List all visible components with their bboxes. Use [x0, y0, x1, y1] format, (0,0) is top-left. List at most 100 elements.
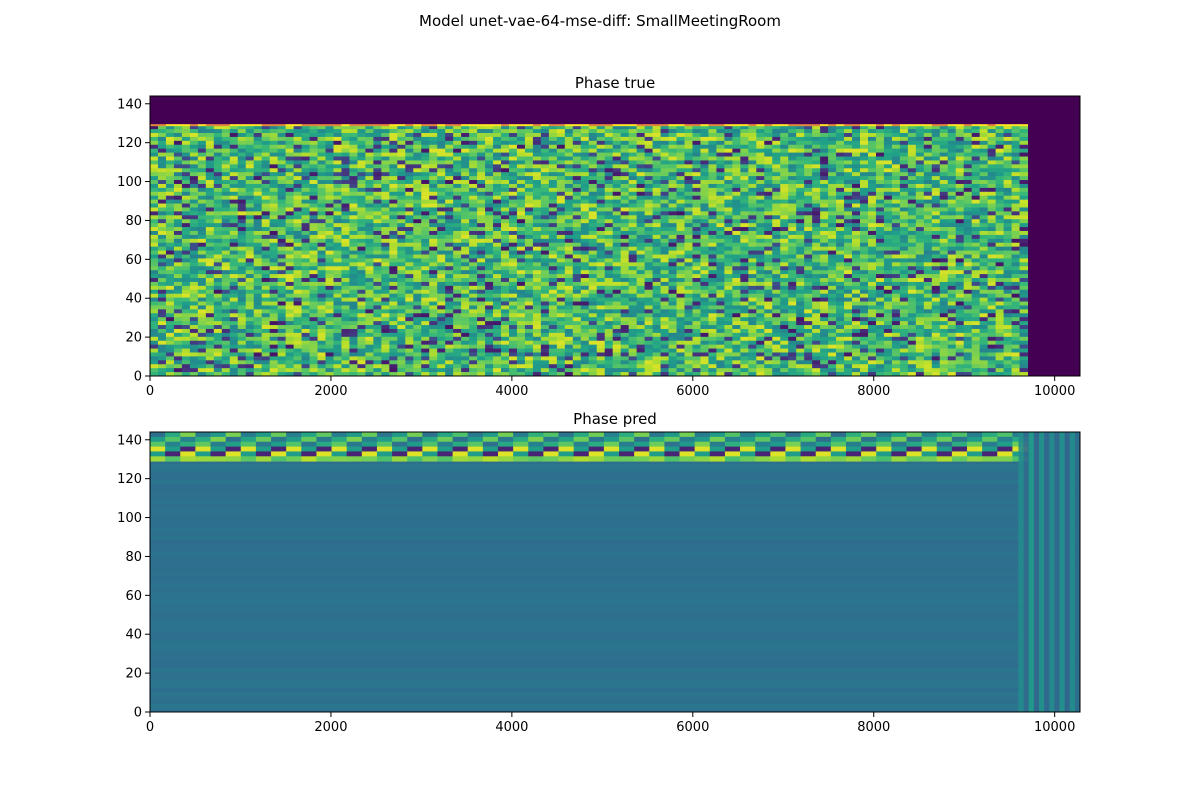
heatmap-cell — [852, 136, 861, 142]
heatmap-cell — [516, 176, 526, 181]
heatmap-cell — [237, 133, 247, 138]
heatmap-cell — [349, 215, 358, 220]
heatmap-cell — [620, 160, 630, 165]
heatmap-cell — [572, 195, 582, 201]
heatmap-cell — [437, 246, 446, 252]
heatmap-cell — [987, 234, 997, 240]
heatmap-cell — [548, 187, 558, 193]
heatmap-cell — [580, 246, 590, 252]
heatmap-cell — [963, 191, 973, 197]
heatmap-cell — [644, 191, 654, 197]
heatmap-cell — [221, 176, 231, 181]
heatmap-cell — [700, 278, 709, 283]
heatmap-cell — [844, 262, 853, 267]
heatmap-cell — [357, 183, 366, 189]
heatmap-cell — [708, 140, 717, 146]
heatmap-cell — [963, 125, 973, 130]
heatmap-cell — [700, 148, 709, 154]
heatmap-cell — [197, 223, 207, 228]
heatmap-cell — [413, 187, 422, 193]
heatmap-cell — [660, 203, 670, 208]
heatmap-cell — [660, 207, 670, 212]
heatmap-cell — [891, 211, 901, 216]
heatmap-cell — [165, 140, 175, 146]
heatmap-cell — [157, 199, 167, 205]
heatmap-cell — [213, 140, 223, 146]
heatmap-cell — [836, 176, 845, 181]
heatmap-cell — [389, 125, 398, 130]
heatmap-cell — [501, 262, 510, 267]
heatmap-cell — [572, 183, 582, 189]
heatmap-cell — [229, 133, 239, 138]
heatmap-cell — [732, 274, 741, 279]
heatmap-cell — [173, 270, 183, 275]
heatmap-cell — [556, 125, 566, 130]
heatmap-cell — [1011, 250, 1021, 255]
heatmap-cell — [660, 144, 670, 150]
heatmap-cell — [660, 289, 670, 295]
heatmap-cell — [333, 285, 342, 291]
heatmap-cell — [150, 301, 159, 306]
heatmap-cell — [820, 230, 829, 236]
heatmap-cell — [780, 211, 789, 216]
heatmap-cell — [469, 219, 478, 224]
heatmap-cell — [301, 219, 311, 224]
heatmap-cell — [437, 242, 446, 248]
heatmap-cell — [947, 148, 957, 154]
heatmap-cell — [963, 258, 973, 263]
heatmap-cell — [516, 195, 526, 201]
heatmap-cell — [461, 191, 470, 197]
heatmap-cell — [213, 266, 223, 271]
heatmap-cell — [652, 207, 662, 212]
heatmap-cell — [501, 148, 510, 154]
heatmap-cell — [652, 144, 662, 150]
heatmap-cell — [580, 250, 590, 255]
heatmap-cell — [740, 176, 749, 181]
heatmap-cell — [397, 199, 406, 205]
heatmap-cell — [732, 211, 741, 216]
heatmap-cell — [939, 266, 949, 271]
heatmap-cell — [891, 164, 901, 169]
heatmap-cell — [995, 297, 1005, 303]
heatmap-cell — [524, 219, 534, 224]
heatmap-cell — [325, 133, 334, 138]
heatmap-cell — [429, 195, 438, 201]
heatmap-cell — [556, 195, 566, 201]
heatmap-cell — [205, 230, 215, 236]
heatmap-cell — [915, 215, 925, 220]
heatmap-cell — [828, 215, 837, 220]
heatmap-cell — [405, 183, 414, 189]
heatmap-cell — [931, 176, 941, 181]
heatmap-cell — [692, 172, 701, 177]
heatmap-cell — [405, 250, 414, 255]
heatmap-cell — [421, 219, 430, 224]
heatmap-cell — [501, 215, 510, 220]
heatmap-cell — [939, 278, 949, 283]
heatmap-cell — [860, 230, 869, 236]
heatmap-cell — [269, 148, 279, 154]
heatmap-cell — [477, 180, 486, 185]
heatmap-cell — [165, 281, 175, 287]
heatmap-cell — [796, 278, 805, 283]
heatmap-cell — [277, 230, 287, 236]
heatmap-cell — [293, 136, 303, 142]
heatmap-cell — [373, 281, 382, 287]
heatmap-cell — [357, 227, 366, 232]
heatmap-cell — [245, 250, 255, 255]
heatmap-cell — [285, 172, 295, 177]
heatmap-cell — [205, 160, 215, 165]
heatmap-cell — [421, 227, 430, 232]
heatmap-cell — [867, 191, 877, 197]
heatmap-cell — [469, 187, 478, 193]
figure-title: Model unet-vae-64-mse-diff: SmallMeeting… — [419, 12, 781, 30]
heatmap-cell — [644, 258, 654, 263]
heatmap-cell — [429, 293, 438, 299]
heatmap-cell — [516, 246, 526, 252]
heatmap-cell — [165, 278, 175, 283]
heatmap-cell — [596, 156, 606, 161]
heatmap-cell — [253, 203, 263, 208]
heatmap-cell — [405, 156, 414, 161]
heatmap-cell — [237, 246, 247, 252]
heatmap-cell — [197, 242, 207, 248]
heatmap-cell — [421, 211, 430, 216]
